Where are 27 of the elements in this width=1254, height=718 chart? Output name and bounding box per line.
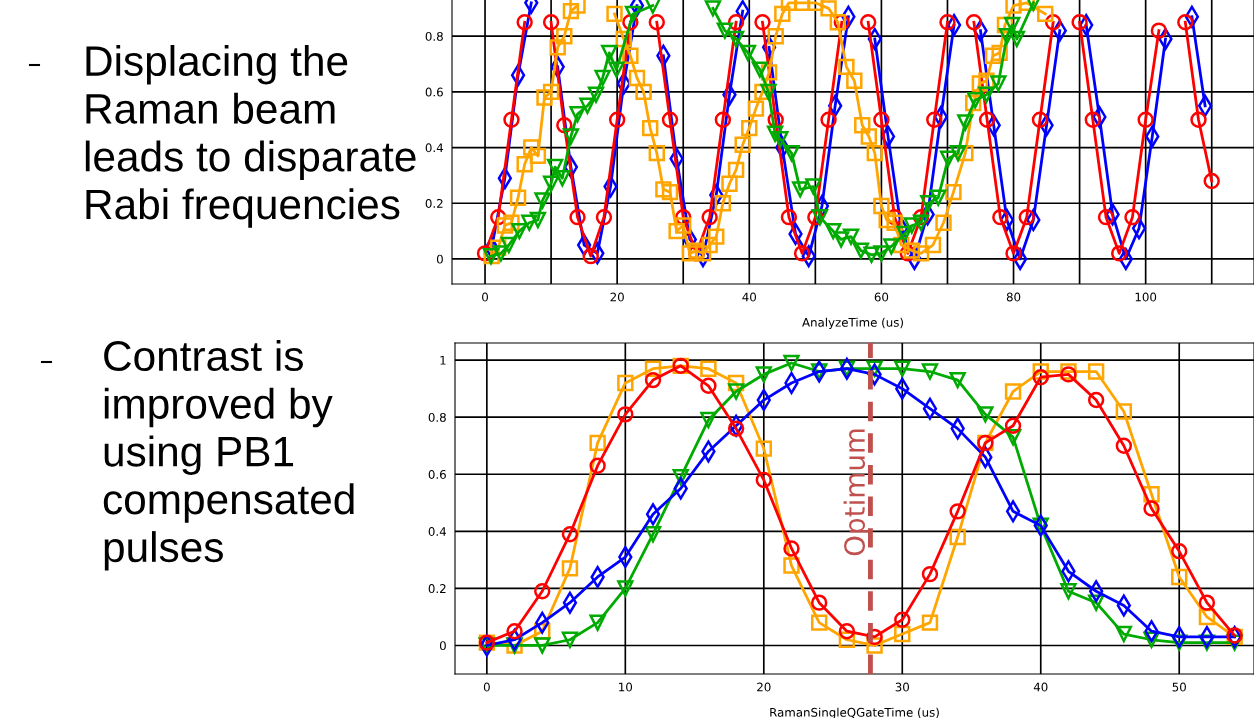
y-tick-label: 1 <box>440 356 446 365</box>
y-tick-label: 0 <box>436 254 443 264</box>
y-tick-label: 0.6 <box>425 87 443 97</box>
ref-line-label: Optimum <box>843 429 871 556</box>
x-tick-label: 80 <box>1006 292 1021 302</box>
x-tick-label: 100 <box>1135 292 1157 302</box>
x-axis-title: AnalyzeTime (us) <box>802 317 903 330</box>
y-tick-label: 0.2 <box>428 584 446 594</box>
y-tick-label: 0 <box>439 641 446 651</box>
y-tick-label: 0.4 <box>425 143 443 153</box>
x-tick-label: 0 <box>482 292 488 302</box>
x-tick-label: 20 <box>610 292 624 302</box>
x-tick-label: 10 <box>619 682 633 692</box>
x-tick-label: 50 <box>1172 682 1186 692</box>
x-tick-label: 60 <box>874 292 889 302</box>
x-tick-label: 40 <box>1033 682 1048 692</box>
x-tick-label: 30 <box>895 682 909 692</box>
x-tick-label: 20 <box>757 682 771 692</box>
y-tick-label: 0.8 <box>425 31 443 41</box>
text: Displacing the Raman beam leads to disparate Rabi frequencies <box>85 45 416 228</box>
y-tick-label: 0.4 <box>428 527 446 536</box>
x-tick-label: 40 <box>742 292 757 302</box>
y-tick-label: 0.2 <box>425 198 443 208</box>
y-tick-label: 0.8 <box>428 412 446 422</box>
text: Contrast is improved by using PB1 compensated pulses <box>103 340 354 571</box>
y-tick-label: 0.6 <box>428 469 446 479</box>
x-tick-label: 0 <box>483 682 490 692</box>
